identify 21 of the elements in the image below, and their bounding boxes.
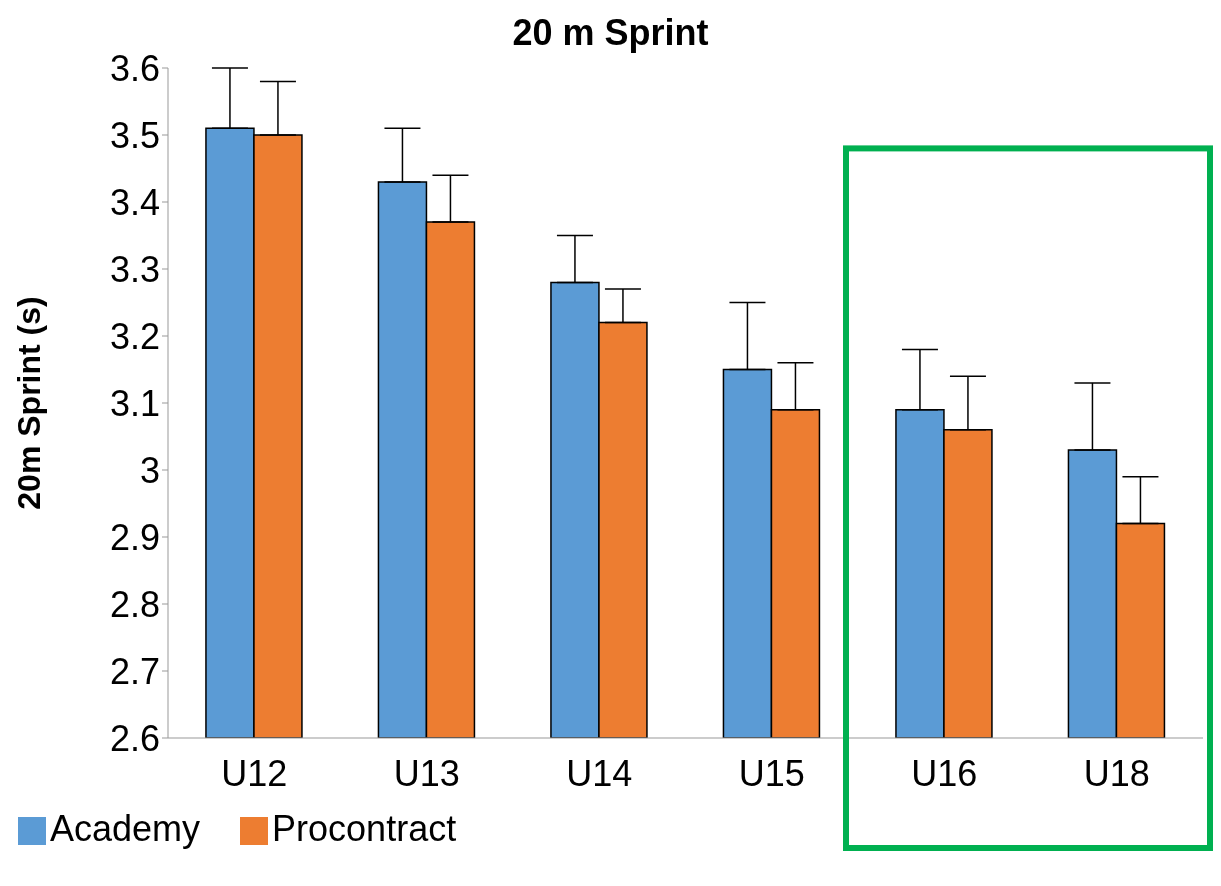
x-tick-label: U15 — [738, 752, 805, 794]
y-tick-label: 3.6 — [109, 47, 160, 89]
x-tick-label: U16 — [911, 752, 978, 794]
y-tick-label: 3.1 — [109, 382, 160, 424]
x-tick-label: U18 — [1083, 752, 1150, 794]
chart-title: 20 m Sprint — [512, 12, 709, 53]
legend-label: Academy — [50, 808, 201, 849]
x-tick-label: U14 — [566, 752, 633, 794]
y-tick-label: 3 — [139, 449, 160, 491]
x-tick-label: U13 — [393, 752, 460, 794]
legend-label: Procontract — [272, 808, 457, 849]
y-tick-label: 2.8 — [109, 583, 160, 625]
x-tick-label: U12 — [221, 752, 288, 794]
y-tick-label: 3.4 — [109, 181, 160, 223]
y-tick-label: 3.3 — [109, 248, 160, 290]
y-tick-label: 2.9 — [109, 516, 160, 558]
y-tick-label: 2.7 — [109, 650, 160, 692]
y-tick-label: 3.5 — [109, 114, 160, 156]
y-axis-title: 20m Sprint (s) — [11, 296, 48, 510]
y-tick-label: 3.2 — [109, 315, 160, 357]
y-tick-label: 2.6 — [109, 717, 160, 759]
